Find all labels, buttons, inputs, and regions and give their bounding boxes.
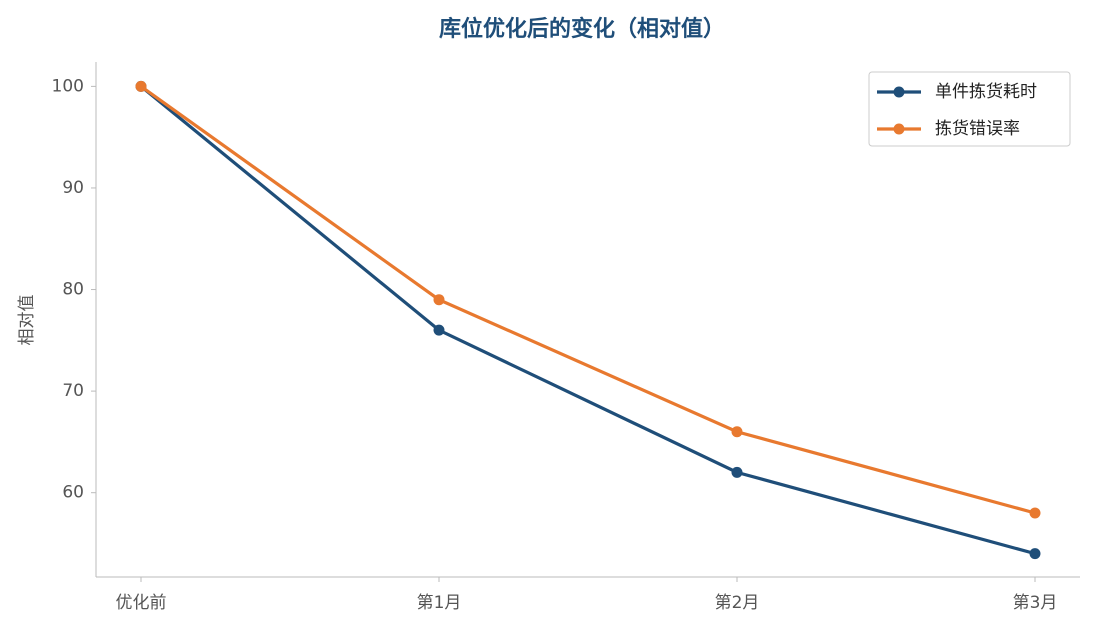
legend-marker bbox=[893, 123, 905, 135]
data-point bbox=[433, 324, 445, 336]
y-tick-label: 60 bbox=[62, 483, 84, 503]
x-tick-label: 第1月 bbox=[417, 593, 462, 613]
data-point bbox=[1029, 507, 1041, 519]
y-tick-label: 100 bbox=[52, 76, 84, 96]
y-tick-label: 80 bbox=[62, 280, 84, 300]
chart-title: 库位优化后的变化（相对值） bbox=[439, 16, 725, 42]
data-point bbox=[433, 294, 445, 306]
legend-text: 单件拣货耗时 bbox=[935, 82, 1037, 102]
legend-marker bbox=[893, 86, 905, 98]
series-line bbox=[139, 85, 1036, 556]
y-tick-label: 70 bbox=[62, 381, 84, 401]
data-point bbox=[135, 80, 147, 92]
series-line bbox=[140, 85, 1036, 515]
x-tick-label: 第2月 bbox=[715, 593, 760, 613]
data-point bbox=[731, 426, 743, 438]
x-tick-label: 第3月 bbox=[1013, 593, 1058, 613]
y-tick-label: 90 bbox=[62, 178, 84, 198]
data-point bbox=[1029, 548, 1041, 560]
data-point bbox=[731, 466, 743, 478]
x-tick-label: 优化前 bbox=[116, 593, 167, 613]
y-axis-label: 相对值 bbox=[17, 295, 37, 346]
legend-text: 拣货错误率 bbox=[935, 119, 1020, 139]
